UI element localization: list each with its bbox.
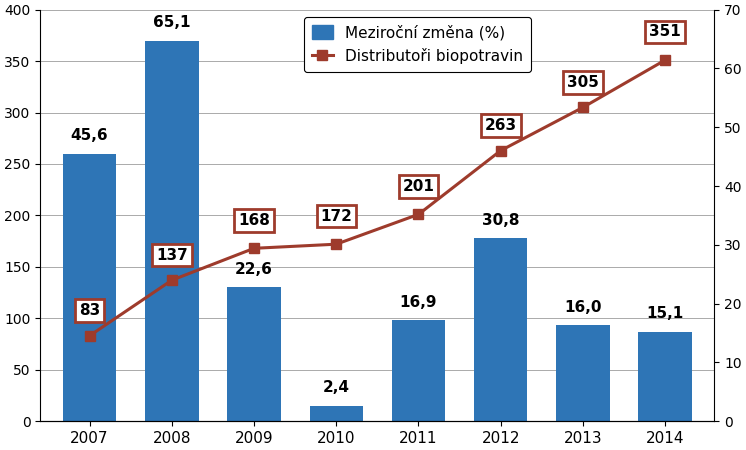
Bar xyxy=(392,320,445,421)
Text: 16,9: 16,9 xyxy=(400,295,437,310)
Bar xyxy=(557,325,609,421)
Text: 172: 172 xyxy=(320,209,352,224)
Text: 83: 83 xyxy=(79,303,100,318)
Text: 201: 201 xyxy=(403,179,434,194)
Text: 30,8: 30,8 xyxy=(482,213,519,228)
Text: 305: 305 xyxy=(567,75,599,90)
Text: 351: 351 xyxy=(649,24,681,40)
Text: 65,1: 65,1 xyxy=(153,15,190,30)
Text: 15,1: 15,1 xyxy=(647,306,684,321)
Text: 16,0: 16,0 xyxy=(564,300,602,315)
Text: 168: 168 xyxy=(238,213,270,228)
Bar xyxy=(228,288,280,421)
Text: 45,6: 45,6 xyxy=(71,128,108,144)
Bar xyxy=(310,406,363,421)
Text: 2,4: 2,4 xyxy=(323,380,350,396)
Text: 137: 137 xyxy=(156,248,188,262)
Legend: Meziroční změna (%), Distributoři biopotravin: Meziroční změna (%), Distributoři biopot… xyxy=(304,17,531,72)
Bar xyxy=(639,332,692,421)
Text: 22,6: 22,6 xyxy=(235,262,273,277)
Bar xyxy=(145,40,198,421)
Bar xyxy=(474,238,527,421)
Bar xyxy=(63,153,116,421)
Text: 263: 263 xyxy=(485,118,517,133)
